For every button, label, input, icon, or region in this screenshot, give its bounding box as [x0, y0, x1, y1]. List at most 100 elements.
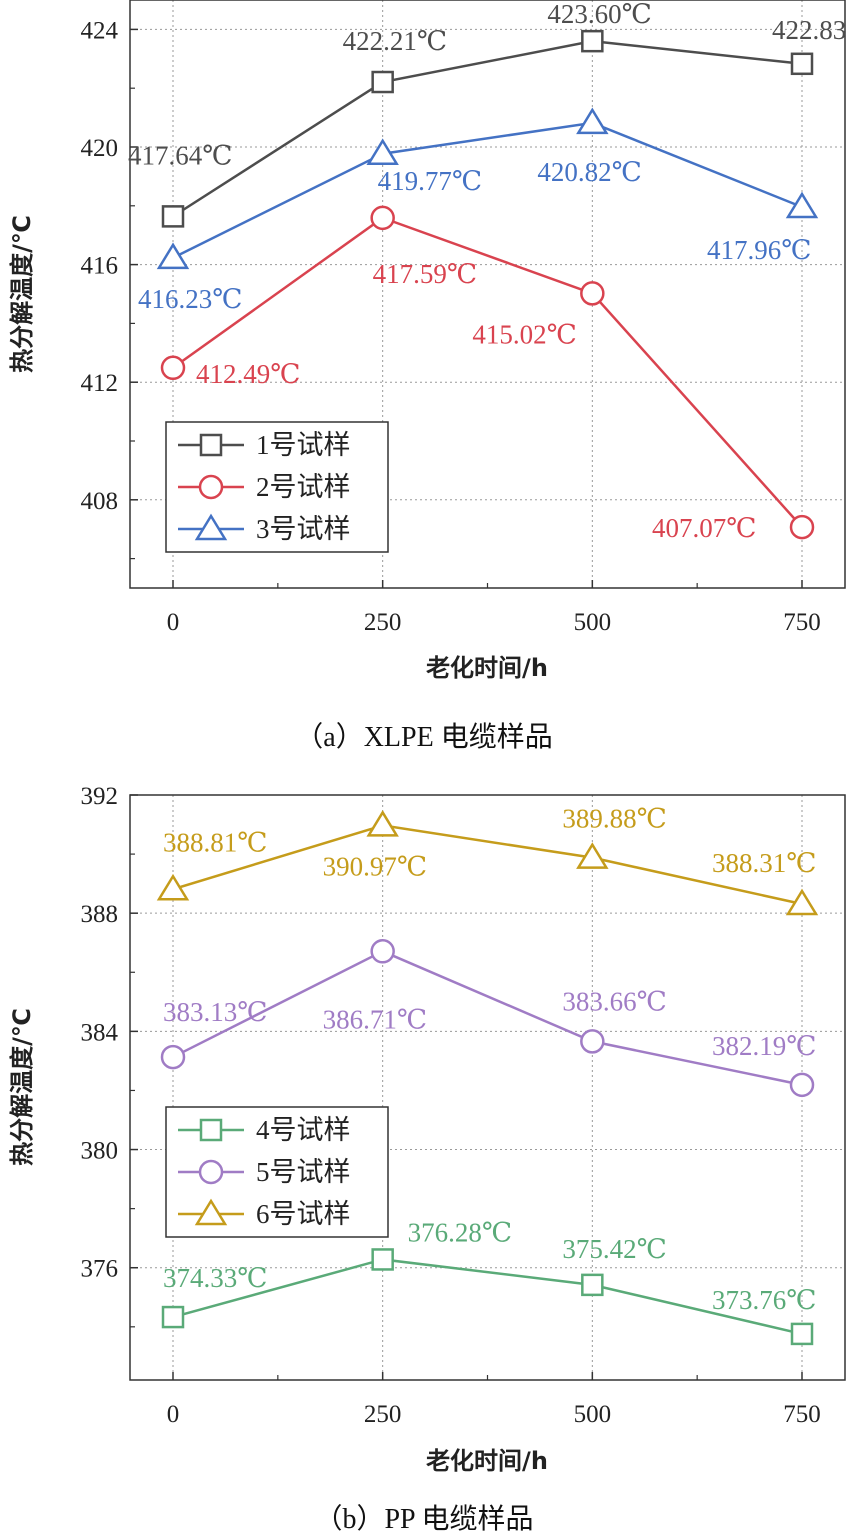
chart-xlpe-x-axis-label: 老化时间/h: [426, 654, 548, 682]
chart-xlpe-y-tick-label: 416: [81, 253, 119, 280]
chart-pp-data-label: 386.71℃: [323, 1004, 427, 1034]
chart-pp-y-tick-label: 388: [81, 901, 119, 928]
chart-pp-data-labels: 374.33℃ 376.28℃ 375.42℃ 373.76℃ 383.13℃ 386.7…: [163, 804, 816, 1315]
chart-pp-legend-marker: [199, 1118, 223, 1142]
chart-xlpe-data-labels: 417.64℃ 422.21℃ 423.60℃ 422.83℃ 412.49℃ 417.5…: [128, 0, 847, 543]
chart-pp-series-1-point: [161, 1305, 185, 1329]
chart-xlpe-data-label: 415.02℃: [472, 319, 576, 349]
chart-pp-series-3-point: [156, 873, 190, 901]
chart-pp-y-tick-label: 380: [81, 1138, 119, 1165]
chart-pp-data-label: 388.31℃: [712, 848, 816, 878]
chart-pp-series-line-2: [172, 949, 803, 1087]
chart-xlpe-x-tick-label: 750: [783, 609, 821, 636]
chart-pp-series-1-point: [371, 1248, 394, 1271]
chart-pp-data-label: 376.28℃: [408, 1217, 512, 1247]
chart-xlpe-series-2-point: [580, 281, 605, 306]
chart-xlpe-series-2-point: [789, 514, 815, 540]
chart-pp-x-tick-label: 750: [783, 1401, 821, 1428]
chart-xlpe-series-1-point: [161, 205, 185, 228]
chart-pp-x-tick-label: 500: [574, 1401, 612, 1428]
chart-pp-data-label: 382.19℃: [712, 1031, 816, 1061]
chart-pp-data-label: 375.42℃: [562, 1234, 666, 1264]
chart-xlpe-data-label: 420.82℃: [537, 157, 641, 187]
chart-xlpe-series-3-point: [576, 107, 609, 135]
chart-xlpe-data-label: 417.96℃: [707, 235, 811, 265]
chart-pp-series-2-point: [370, 939, 395, 964]
chart-pp-y-axis-label: 热分解温度/℃: [8, 1008, 36, 1166]
chart-xlpe-series-line-2: [172, 216, 803, 528]
chart-xlpe-data-label: 422.83℃: [772, 15, 847, 45]
chart-xlpe-y-axis-label: 热分解温度/℃: [8, 215, 36, 373]
chart-xlpe-series-3-point: [785, 191, 819, 219]
chart-xlpe-data-label: 422.21℃: [343, 26, 447, 56]
chart-pp-data-label: 383.13℃: [163, 997, 267, 1027]
chart-pp-series-3-point: [366, 810, 399, 837]
chart-xlpe-legend-label: 3号试样: [256, 514, 351, 544]
chart-pp-legend-label: 4号试样: [256, 1115, 351, 1145]
chart-xlpe-data-label: 419.77℃: [378, 166, 482, 196]
chart-xlpe-x-tick-label: 250: [364, 609, 402, 636]
chart-pp-series-2-point: [160, 1044, 186, 1070]
chart-xlpe-data-label: 407.07℃: [652, 513, 756, 543]
chart-pp-data-label: 390.97℃: [323, 851, 427, 881]
chart-xlpe-data-label: 412.49℃: [196, 359, 300, 389]
chart-xlpe-legend: 1号试样 2号试样 3号试样: [165, 421, 389, 553]
chart-pp-series-line-1: [172, 1258, 803, 1336]
chart-xlpe-legend-marker: [194, 513, 228, 541]
chart-xlpe-y-tick-label: 424: [81, 17, 119, 44]
chart-pp-y-tick-label: 384: [81, 1019, 119, 1046]
chart-xlpe-legend-marker: [198, 474, 224, 500]
chart-pp-data-label: 389.88℃: [562, 804, 666, 834]
chart-xlpe-data-label: 417.64℃: [128, 140, 232, 170]
chart-pp-legend: 4号试样 5号试样 6号试样: [165, 1106, 389, 1238]
chart-pp-caption: （b）PP 电缆样品: [314, 1503, 533, 1535]
chart-pp-series-2-point: [789, 1072, 815, 1098]
chart-xlpe: 0 250 500 750 408 412 416 420 424 417.64℃ 422.21℃…: [8, 0, 847, 753]
chart-pp: 0 250 500 750 376 380 384 388 392 374.33℃ 376.28℃…: [8, 783, 846, 1535]
chart-pp-series-2-point: [580, 1029, 605, 1054]
chart-xlpe-caption: （a）XLPE 电缆样品: [295, 721, 552, 753]
chart-pp-y-tick-label: 376: [81, 1256, 119, 1283]
chart-xlpe-series-1-point: [790, 52, 814, 76]
chart-xlpe-data-label: 417.59℃: [373, 259, 477, 289]
chart-pp-series-3-point: [576, 842, 609, 869]
chart-pp-x-tick-label: 0: [167, 1401, 180, 1428]
chart-xlpe-series-line-3: [172, 121, 803, 259]
chart-pp-legend-marker: [194, 1198, 228, 1226]
chart-pp-series-1-point: [790, 1322, 814, 1346]
chart-xlpe-series: [156, 29, 819, 540]
chart-pp-series: [156, 810, 819, 1346]
chart-xlpe-series-3-point: [366, 138, 399, 166]
chart-pp-data-label: 373.76℃: [712, 1285, 816, 1315]
chart-xlpe-series-1-point: [371, 70, 394, 94]
chart-xlpe-series-line-1: [172, 39, 803, 218]
chart-xlpe-series-3-point: [156, 242, 190, 270]
chart-pp-series-3-point: [785, 888, 819, 916]
chart-xlpe-series-2-point: [160, 355, 186, 381]
chart-pp-x-tick-label: 250: [364, 1401, 402, 1428]
chart-pp-ticks: 0 250 500 750 376 380 384 388 392: [81, 783, 821, 1428]
chart-xlpe-legend-label: 2号试样: [256, 472, 351, 502]
chart-pp-series-1-point: [581, 1273, 604, 1297]
chart-pp-x-axis-label: 老化时间/h: [426, 1447, 548, 1475]
chart-pp-legend-label: 6号试样: [256, 1199, 351, 1229]
chart-pp-series-line-3: [172, 824, 803, 906]
chart-pp-y-tick-label: 392: [81, 783, 119, 810]
chart-pp-data-label: 374.33℃: [163, 1263, 267, 1293]
chart-xlpe-series-2-point: [370, 205, 395, 231]
chart-pp-data-label: 388.81℃: [163, 827, 267, 857]
chart-xlpe-y-tick-label: 412: [81, 370, 119, 397]
chart-xlpe-y-tick-label: 408: [81, 488, 119, 515]
chart-pp-legend-label: 5号试样: [256, 1157, 351, 1187]
chart-xlpe-ticks: 0 250 500 750 408 412 416 420 424: [81, 17, 821, 636]
chart-xlpe-x-tick-label: 500: [574, 609, 612, 636]
chart-xlpe-y-tick-label: 420: [81, 135, 119, 162]
chart-xlpe-data-label: 416.23℃: [138, 284, 242, 314]
chart-pp-legend-marker: [198, 1159, 224, 1185]
chart-pp-data-label: 383.66℃: [562, 986, 666, 1016]
chart-xlpe-legend-label: 1号试样: [256, 430, 351, 460]
chart-xlpe-series-1-point: [581, 29, 604, 53]
chart-xlpe-x-tick-label: 0: [167, 609, 180, 636]
chart-xlpe-legend-marker: [199, 433, 223, 457]
